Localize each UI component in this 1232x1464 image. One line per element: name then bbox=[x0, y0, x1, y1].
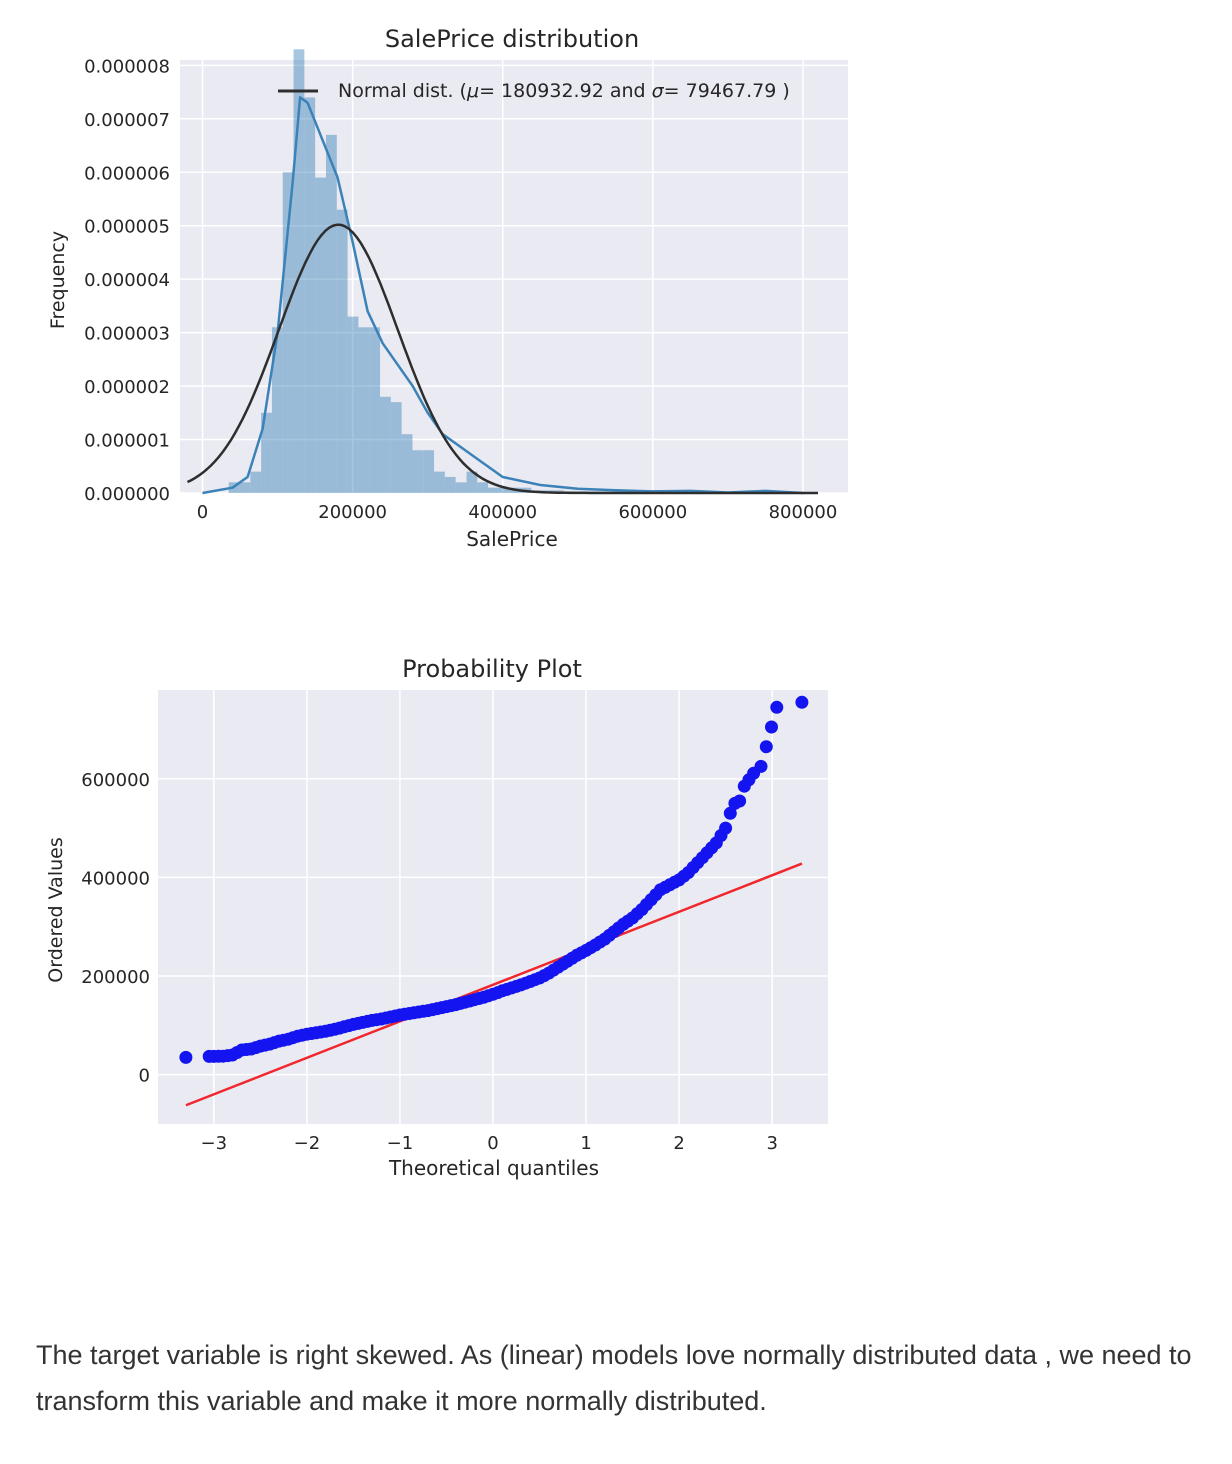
histogram-bar bbox=[369, 327, 381, 493]
y-tick-label: 0 bbox=[139, 1066, 150, 1087]
histogram-bar bbox=[315, 177, 326, 494]
grid-lines bbox=[158, 690, 828, 1124]
histogram-bar bbox=[488, 487, 499, 493]
data-point bbox=[795, 695, 809, 709]
data-point bbox=[723, 806, 737, 820]
histogram-bars bbox=[228, 49, 770, 494]
y-tick-label: 0.000007 bbox=[84, 110, 170, 131]
histogram-bar bbox=[434, 471, 445, 493]
probability-plot-chart: Probability Plot −3 −2 −1 0 1 2 3 0 200000 400000… bbox=[45, 655, 828, 1180]
axis-ticks: 0 200000 400000 600000 800000 0.000000 0.00000… bbox=[84, 56, 837, 523]
data-point bbox=[765, 720, 778, 734]
y-tick-label: 600000 bbox=[81, 770, 150, 791]
y-tick-label: 400000 bbox=[81, 868, 150, 889]
histogram-bar bbox=[271, 327, 283, 493]
x-tick-label: 2 bbox=[673, 1133, 684, 1154]
y-tick-label: 0.000002 bbox=[84, 377, 170, 398]
x-tick-label: 800000 bbox=[769, 502, 838, 523]
data-point bbox=[733, 794, 747, 808]
y-tick-label: 0.000004 bbox=[84, 270, 170, 291]
x-tick-label: 200000 bbox=[318, 502, 387, 523]
histogram-bar bbox=[293, 49, 305, 493]
y-tick-label: 0.000005 bbox=[84, 217, 170, 238]
data-point bbox=[770, 700, 784, 714]
y-tick-label: 0.000003 bbox=[84, 324, 170, 345]
histogram-bar bbox=[304, 97, 316, 494]
x-axis-label: Theoretical quantiles bbox=[388, 1156, 599, 1180]
x-tick-label: −2 bbox=[294, 1133, 321, 1154]
y-tick-label: 0.000006 bbox=[84, 163, 170, 184]
histogram-bar bbox=[261, 412, 272, 493]
histogram-bar bbox=[336, 209, 348, 493]
fit-line bbox=[185, 862, 803, 1107]
histogram-bar bbox=[466, 471, 478, 493]
x-tick-label: 0 bbox=[197, 502, 208, 523]
x-tick-label: 3 bbox=[766, 1133, 777, 1154]
histogram-bar bbox=[423, 450, 435, 493]
chart-title: Probability Plot bbox=[402, 655, 582, 683]
histogram-bar bbox=[390, 402, 402, 493]
axis-ticks: −3 −2 −1 0 1 2 3 0 200000 400000 600000 bbox=[81, 770, 778, 1154]
histogram-bar bbox=[250, 471, 262, 493]
y-tick-label: 200000 bbox=[81, 967, 150, 988]
histogram-bar bbox=[325, 134, 337, 493]
x-tick-label: −3 bbox=[201, 1133, 228, 1154]
histogram-bar bbox=[455, 482, 467, 493]
x-tick-label: 400000 bbox=[468, 502, 537, 523]
normal-fit-line bbox=[186, 223, 818, 495]
grid-lines bbox=[180, 60, 848, 494]
histogram-bar bbox=[444, 476, 456, 493]
data-points bbox=[179, 695, 809, 1064]
density-lines bbox=[186, 96, 818, 495]
saleprice-distribution-chart: SalePrice distribution 0 200000 400000 6000… bbox=[47, 25, 848, 551]
data-point bbox=[719, 821, 733, 835]
y-tick-label: 0.000008 bbox=[84, 56, 170, 77]
x-tick-label: 600000 bbox=[618, 502, 687, 523]
histogram-bar bbox=[380, 396, 391, 493]
x-tick-label: −1 bbox=[387, 1133, 414, 1154]
kde-line bbox=[202, 96, 804, 495]
histogram-bar bbox=[282, 172, 294, 493]
y-axis-label: Ordered Values bbox=[45, 837, 67, 982]
histogram-bar bbox=[498, 487, 510, 493]
y-tick-label: 0.000001 bbox=[84, 431, 170, 452]
histogram-bar bbox=[358, 327, 370, 493]
fit-line-segment bbox=[185, 862, 803, 1107]
histogram-bar bbox=[239, 482, 251, 493]
plot-area bbox=[180, 60, 848, 493]
chart-title: SalePrice distribution bbox=[385, 25, 639, 53]
x-axis-label: SalePrice bbox=[466, 527, 558, 551]
caption-text: The target variable is right skewed. As … bbox=[36, 1340, 1192, 1416]
y-axis-label: Frequency bbox=[47, 231, 69, 329]
data-point bbox=[754, 759, 768, 773]
legend: Normal dist. (μ= 180932.92 and σ= 79467.… bbox=[278, 80, 790, 102]
histogram-bar bbox=[412, 450, 424, 493]
y-tick-label: 0.000000 bbox=[84, 484, 170, 505]
x-tick-label: 1 bbox=[580, 1133, 591, 1154]
histogram-bar bbox=[477, 482, 489, 493]
x-tick-label: 0 bbox=[487, 1133, 498, 1154]
data-point bbox=[759, 740, 773, 754]
histogram-bar bbox=[347, 316, 359, 493]
data-point bbox=[179, 1050, 193, 1064]
legend-label: Normal dist. (μ= 180932.92 and σ= 79467.… bbox=[338, 80, 790, 102]
histogram-bar bbox=[401, 434, 413, 493]
